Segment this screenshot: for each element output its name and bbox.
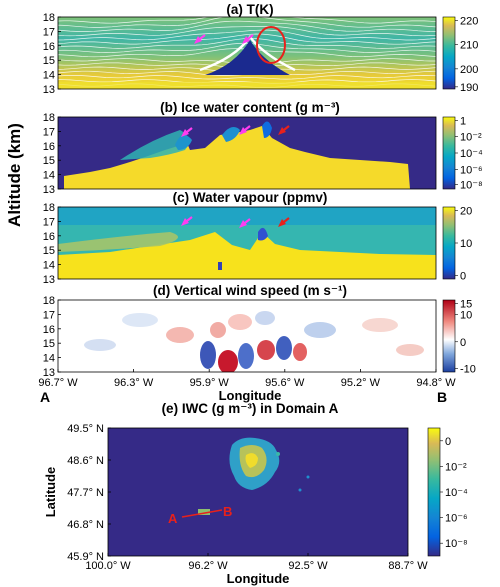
colorbar-tick: 220 [460, 16, 478, 28]
map-ytick: 48.6° N [67, 455, 104, 467]
section-line-label-a: A [168, 511, 178, 526]
panel-c-plot [57, 206, 437, 280]
map-ytick: 47.7° N [67, 487, 104, 499]
panel-d-ytick: 18 [43, 295, 55, 307]
section-longitude-label: Longitude [219, 388, 282, 403]
colorbar-tick: 10⁻⁴ [460, 148, 483, 160]
panel-b-arrow-red [278, 125, 290, 135]
map-xtick: 92.5° W [288, 560, 328, 572]
panel-e-title: (e) IWC (g m⁻³) in Domain A [162, 401, 339, 416]
map-xtick: 100.0° W [85, 560, 131, 572]
panel-c-ytick: 13 [43, 274, 55, 286]
colorbar-tick: 10 [460, 309, 472, 321]
colorbar-tick: 10⁻⁶ [445, 513, 468, 525]
colorbar-panel-a: 220 210 200 190 [442, 16, 478, 94]
colorbar-tick: 10⁻² [460, 131, 482, 143]
panel-d-ytick: 17 [43, 309, 55, 321]
map-longitude-label: Longitude [227, 571, 290, 586]
panel-b-ytick: 17 [43, 126, 55, 138]
panel-d-ytick: 15 [43, 338, 55, 350]
colorbar-panel-e: 0 10⁻² 10⁻⁴ 10⁻⁶ 10⁻⁸ [427, 427, 468, 557]
panel-a-ytick: 17 [43, 26, 55, 38]
panel-a-ytick: 18 [43, 12, 55, 24]
panel-a-circle-marker [256, 26, 286, 64]
map-xtick: 88.7° W [388, 560, 428, 572]
panel-c-ytick: 16 [43, 231, 55, 243]
section-line [181, 509, 223, 518]
panel-a-arrow [194, 34, 206, 44]
map-ticks: 100.0° W 96.2° W 92.5° W 88.7° W 49.5° N 48.6… [67, 423, 428, 572]
map-latitude-label: Latitude [43, 467, 58, 518]
section-lon-tick: 95.2° W [341, 377, 381, 389]
panel-b-ytick: 14 [43, 170, 55, 182]
panel-b-title: (b) Ice water content (g m⁻³) [160, 100, 340, 115]
colorbar-tick: 0 [445, 436, 451, 448]
colorbar-tick: 10⁻² [445, 461, 467, 473]
colorbar-tick: -10 [460, 363, 476, 375]
panel-d-title: (d) Vertical wind speed (m s⁻¹) [153, 283, 347, 298]
panel-c-arrow [239, 218, 251, 228]
section-lon-tick: 96.7° W [38, 377, 78, 389]
section-lon-tick: 94.8° W [416, 377, 456, 389]
panel-c-arrow-red [278, 217, 290, 227]
panel-c-arrow [181, 216, 193, 226]
panel-b-ytick: 15 [43, 155, 55, 167]
colorbar-tick: 200 [460, 64, 478, 76]
panel-a-ytick: 16 [43, 41, 55, 53]
section-lon-tick: 95.6° W [265, 377, 305, 389]
colorbar-tick: 15 [460, 299, 472, 311]
section-lon-tick: 96.3° W [114, 377, 154, 389]
panel-c-title: (c) Water vapour (ppmv) [173, 190, 328, 205]
panel-c-ytick: 14 [43, 260, 55, 272]
colorbar-tick: 10⁻⁸ [460, 180, 483, 192]
panel-c-ytick: 15 [43, 245, 55, 257]
colorbar-tick: 10⁻⁶ [460, 165, 483, 177]
panel-b-arrow [181, 127, 193, 137]
map-ytick: 46.8° N [67, 519, 104, 531]
section-line-label-b: B [223, 504, 232, 519]
colorbar-tick: 1 [460, 116, 466, 128]
panel-d-ytick: 14 [43, 353, 55, 365]
panel-b-ytick: 16 [43, 141, 55, 153]
panel-b-ytick: 18 [43, 112, 55, 124]
panel-a-plot [57, 16, 437, 90]
colorbar-panel-b: 1 10⁻² 10⁻⁴ 10⁻⁶ 10⁻⁸ [442, 116, 483, 192]
panel-d-plot [57, 299, 437, 373]
endpoint-a-label: A [40, 389, 50, 405]
map-xtick: 96.2° W [188, 560, 228, 572]
panel-a-title: (a) T(K) [226, 2, 273, 17]
panel-c-ytick: 18 [43, 202, 55, 214]
colorbar-panel-c: 20 10 0 [442, 206, 472, 282]
panel-a-ytick: 13 [43, 84, 55, 96]
colorbar-tick: 10⁻⁸ [445, 538, 468, 550]
colorbar-tick: 0 [460, 337, 466, 349]
colorbar-tick: 0 [460, 270, 466, 282]
altitude-axis-label: Altitude (km) [5, 123, 24, 227]
colorbar-tick: 210 [460, 39, 478, 51]
panel-a-ytick: 14 [43, 70, 55, 82]
colorbar-tick: 20 [460, 206, 472, 218]
map-ytick: 45.9° N [67, 551, 104, 563]
panel-b-ytick: 13 [43, 184, 55, 196]
section-lon-tick: 95.9° W [190, 377, 230, 389]
colorbar-tick: 190 [460, 82, 478, 94]
colorbar-tick: 10 [460, 238, 472, 250]
panel-d-ytick: 13 [43, 367, 55, 379]
panel-c-ytick: 17 [43, 216, 55, 228]
endpoint-b-label: B [437, 389, 447, 405]
panel-d-ytick: 16 [43, 324, 55, 336]
panel-e-plot: A B [107, 427, 409, 557]
map-ytick: 49.5° N [67, 423, 104, 435]
colorbar-tick: 10⁻⁴ [445, 487, 468, 499]
panel-b-arrow [239, 125, 251, 135]
panel-a-ytick: 15 [43, 55, 55, 67]
panel-b-plot [57, 116, 437, 190]
panel-a-arrow [242, 34, 254, 44]
